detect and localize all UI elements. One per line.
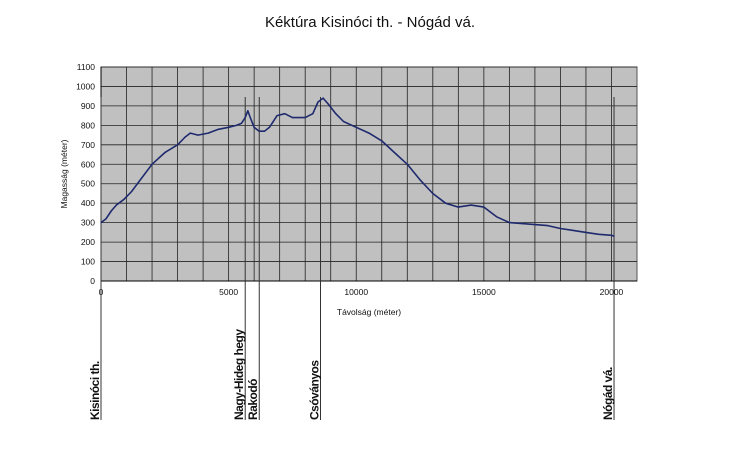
data-point	[197, 134, 199, 136]
data-point	[247, 110, 249, 112]
data-point	[228, 126, 230, 128]
data-point	[176, 144, 179, 146]
data-point	[263, 130, 265, 132]
data-point	[258, 130, 260, 132]
waypoint-label: Nagy-Hideg hegy	[232, 329, 246, 420]
data-point	[115, 204, 117, 206]
data-point	[559, 227, 562, 230]
plot-area	[100, 66, 638, 282]
data-point	[534, 223, 536, 226]
data-point	[123, 198, 125, 200]
x-tick-label: 20000	[600, 287, 624, 297]
data-point	[268, 126, 271, 128]
y-tick-label: 1000	[76, 81, 95, 91]
data-point	[406, 163, 408, 165]
data-point	[304, 116, 306, 119]
x-tick-label: 10000	[344, 287, 368, 297]
y-tick-label: 500	[81, 179, 95, 189]
chart-title: Kéktúra Kisinóci th. - Nógád vá.	[264, 14, 476, 31]
data-point	[217, 128, 220, 130]
data-point	[368, 132, 370, 134]
data-point	[284, 113, 286, 115]
data-point	[151, 163, 153, 165]
data-point	[496, 216, 498, 218]
data-point	[470, 204, 472, 206]
data-point	[189, 132, 191, 134]
data-point	[547, 224, 549, 227]
waypoint-label: Csóványos	[308, 360, 322, 420]
x-axis-label: Távolság (méter)	[337, 307, 401, 317]
data-point	[235, 124, 237, 126]
data-point	[419, 179, 421, 181]
data-point	[164, 152, 166, 154]
data-point	[521, 223, 523, 225]
data-point	[244, 116, 246, 119]
y-tick-label: 0	[90, 276, 95, 286]
data-point	[105, 218, 107, 220]
waypoint-label: Nógád vá.	[601, 367, 615, 420]
data-point	[483, 206, 485, 208]
y-tick-label: 700	[81, 140, 95, 150]
data-point	[253, 126, 255, 128]
data-point	[291, 116, 294, 119]
x-tick-label: 5000	[219, 287, 238, 297]
data-point	[322, 97, 324, 99]
data-point	[240, 122, 242, 125]
data-point	[141, 177, 143, 179]
waypoint-label: Rakodó	[246, 379, 260, 420]
data-point	[381, 140, 383, 142]
y-tick-label: 900	[81, 101, 95, 111]
y-tick-label: 800	[81, 120, 95, 130]
x-tick-label: 15000	[472, 287, 496, 297]
y-tick-label: 200	[81, 237, 95, 247]
data-point	[585, 231, 587, 233]
data-point	[207, 132, 209, 134]
y-tick-label: 600	[81, 159, 95, 169]
data-point	[184, 136, 186, 138]
data-point	[572, 229, 574, 232]
y-tick-label: 400	[81, 198, 95, 208]
data-point	[457, 206, 459, 208]
y-tick-label: 1100	[77, 62, 96, 72]
data-point	[508, 222, 510, 224]
data-point	[110, 210, 112, 212]
data-point	[249, 116, 251, 119]
data-point	[598, 233, 600, 235]
data-point	[335, 113, 337, 115]
data-point	[355, 126, 357, 128]
data-point	[100, 222, 102, 224]
data-point	[610, 234, 613, 236]
y-tick-label: 300	[81, 218, 95, 228]
data-point	[444, 202, 447, 204]
waypoint-label: Kisinóci th.	[88, 361, 102, 420]
data-point	[613, 235, 615, 237]
data-point	[342, 120, 345, 123]
data-point	[317, 101, 319, 103]
data-point	[432, 192, 434, 195]
y-tick-label: 100	[81, 257, 95, 267]
data-point	[131, 190, 133, 193]
y-axis-label: Magasság (méter)	[59, 139, 69, 208]
data-point	[276, 115, 278, 117]
data-point	[393, 152, 396, 154]
data-point	[327, 103, 329, 105]
data-point	[312, 113, 314, 115]
